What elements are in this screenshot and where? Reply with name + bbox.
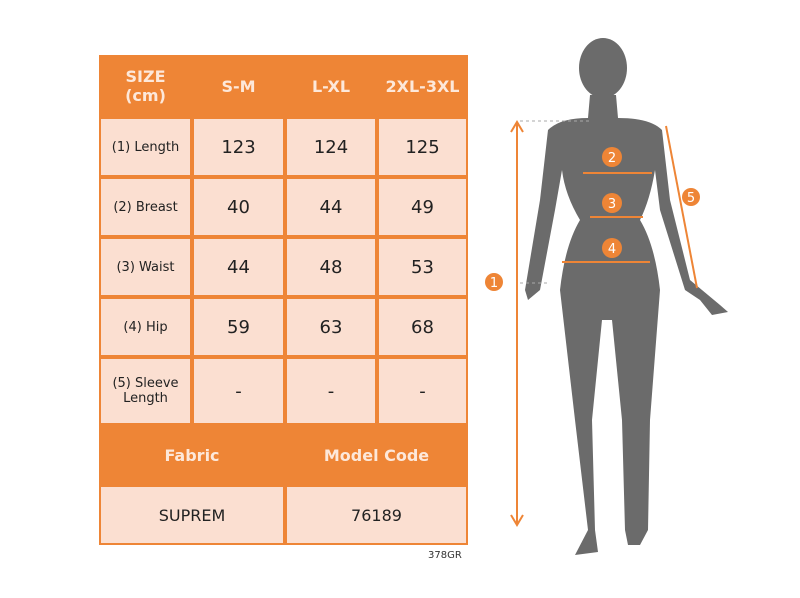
silhouette-icon — [525, 38, 728, 555]
cell-value: 44 — [192, 237, 285, 297]
marker-5-icon — [682, 188, 700, 206]
model-code-value: 76189 — [285, 485, 468, 545]
cell-value: - — [377, 357, 468, 425]
marker-3-icon — [602, 193, 622, 213]
fabric-label: Fabric — [99, 425, 285, 485]
fabric-header-row: Fabric Model Code — [99, 425, 468, 485]
cell-value: 68 — [377, 297, 468, 357]
cell-value: 59 — [192, 297, 285, 357]
table-row: (3) Waist 44 48 53 — [99, 237, 468, 297]
table-row: (5) Sleeve Length - - - — [99, 357, 468, 425]
row-label: (2) Breast — [99, 177, 192, 237]
cell-value: - — [192, 357, 285, 425]
size-l-xl: L-XL — [285, 55, 377, 117]
fabric-value: SUPREM — [99, 485, 285, 545]
size-table: SIZE (cm) S-M L-XL 2XL-3XL (1) Length 12… — [99, 55, 468, 545]
fabric-value-row: SUPREM 76189 — [99, 485, 468, 545]
cell-value: 63 — [285, 297, 377, 357]
cell-value: 44 — [285, 177, 377, 237]
table-row: (2) Breast 40 44 49 — [99, 177, 468, 237]
cell-value: - — [285, 357, 377, 425]
marker-2-label: 2 — [608, 151, 616, 166]
marker-3-label: 3 — [608, 197, 616, 212]
cell-value: 48 — [285, 237, 377, 297]
row-label: (3) Waist — [99, 237, 192, 297]
cell-value: 124 — [285, 117, 377, 177]
cell-value: 53 — [377, 237, 468, 297]
cell-value: 49 — [377, 177, 468, 237]
marker-4-label: 4 — [608, 242, 616, 257]
cell-value: 125 — [377, 117, 468, 177]
row-label: (5) Sleeve Length — [99, 357, 192, 425]
size-header: SIZE (cm) — [99, 55, 192, 117]
row-label: (1) Length — [99, 117, 192, 177]
header-row: SIZE (cm) S-M L-XL 2XL-3XL — [99, 55, 468, 117]
marker-1-label: 1 — [490, 276, 498, 291]
body-silhouette: 1 2 3 4 5 — [485, 38, 728, 555]
cell-value: 40 — [192, 177, 285, 237]
product-code: 378GR — [428, 550, 462, 561]
size-2xl-3xl: 2XL-3XL — [377, 55, 468, 117]
cell-value: 123 — [192, 117, 285, 177]
table-row: (1) Length 123 124 125 — [99, 117, 468, 177]
marker-5-label: 5 — [687, 191, 695, 206]
marker-1-icon — [485, 273, 503, 291]
marker-2-icon — [602, 147, 622, 167]
row-label: (4) Hip — [99, 297, 192, 357]
size-s-m: S-M — [192, 55, 285, 117]
marker-4-icon — [602, 238, 622, 258]
table-row: (4) Hip 59 63 68 — [99, 297, 468, 357]
model-code-label: Model Code — [285, 425, 468, 485]
